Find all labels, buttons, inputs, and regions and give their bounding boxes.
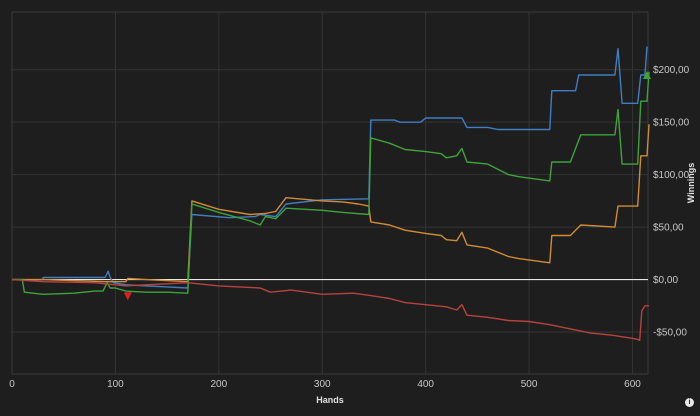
x-axis-title: Hands bbox=[316, 395, 344, 405]
series-line-2 bbox=[12, 124, 650, 283]
tick-labels: 0 100 200 300 400 500 600 -$50,00 $0,00 $50,00 $10… bbox=[9, 65, 689, 390]
x-tick-label: 0 bbox=[9, 379, 15, 390]
series-line-3 bbox=[12, 71, 650, 295]
series-line-1 bbox=[12, 46, 648, 289]
x-tick-label: 200 bbox=[210, 379, 227, 390]
info-icon[interactable]: i bbox=[685, 398, 694, 407]
y-tick-label: $0,00 bbox=[653, 275, 678, 286]
series-line-4 bbox=[11, 278, 649, 342]
y-tick-label: $150,00 bbox=[653, 118, 690, 129]
series-lines bbox=[11, 46, 650, 342]
x-tick-label: 600 bbox=[624, 379, 641, 390]
x-tick-label: 100 bbox=[107, 379, 124, 390]
grid bbox=[11, 11, 649, 375]
marker-triangle-down bbox=[123, 292, 132, 301]
y-tick-label: $200,00 bbox=[653, 65, 690, 76]
y-tick-label: $100,00 bbox=[653, 170, 690, 181]
markers bbox=[123, 70, 651, 301]
marker-triangle-up bbox=[642, 70, 651, 79]
x-tick-label: 500 bbox=[521, 379, 538, 390]
x-tick-label: 300 bbox=[314, 379, 331, 390]
y-tick-label: $50,00 bbox=[653, 223, 684, 234]
y-tick-label: -$50,00 bbox=[653, 328, 687, 339]
plot-frame bbox=[11, 11, 649, 375]
y-axis-title: Winnings bbox=[686, 163, 696, 203]
x-tick-label: 400 bbox=[417, 379, 434, 390]
